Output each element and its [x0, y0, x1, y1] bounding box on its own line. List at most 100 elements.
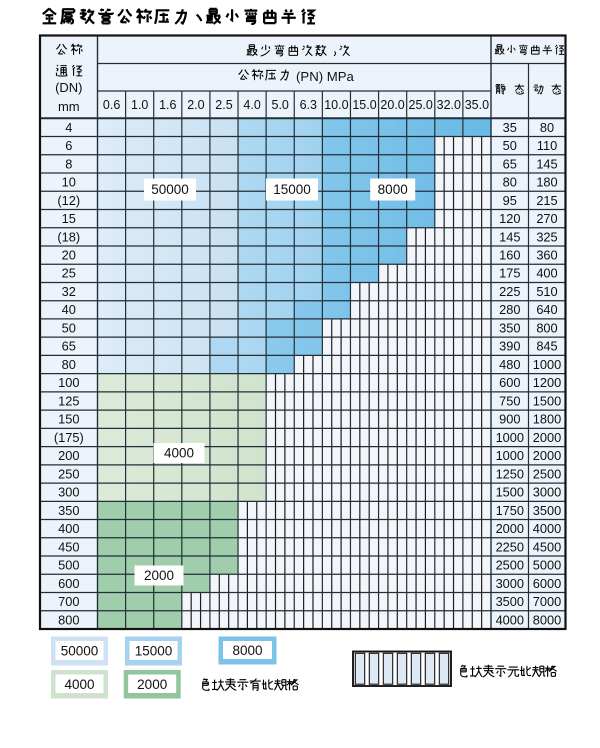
svg-text:250: 250 [58, 466, 79, 481]
svg-text:6000: 6000 [533, 576, 561, 591]
svg-text:400: 400 [58, 521, 79, 536]
svg-text:390: 390 [499, 339, 520, 354]
svg-text:150: 150 [58, 412, 79, 427]
svg-text:50000: 50000 [151, 182, 189, 197]
svg-text:120: 120 [499, 211, 520, 226]
svg-text:3500: 3500 [496, 594, 524, 609]
svg-text:1.0: 1.0 [131, 98, 148, 112]
svg-text:180: 180 [536, 175, 557, 190]
svg-text:110: 110 [537, 138, 557, 153]
svg-text:900: 900 [499, 412, 520, 427]
svg-text:225: 225 [499, 284, 520, 299]
svg-text:1000: 1000 [496, 448, 524, 463]
svg-text:10: 10 [62, 175, 76, 190]
svg-text:20.0: 20.0 [380, 98, 404, 112]
svg-text:(DN): (DN) [55, 80, 82, 95]
svg-text:1750: 1750 [496, 503, 524, 518]
svg-text:50: 50 [62, 321, 76, 336]
svg-text:215: 215 [536, 193, 557, 208]
svg-text:4000: 4000 [164, 446, 194, 461]
svg-text:15: 15 [62, 211, 76, 226]
svg-text:2500: 2500 [533, 466, 561, 481]
svg-text:15000: 15000 [135, 644, 173, 659]
svg-text:2000: 2000 [533, 430, 561, 445]
svg-text:325: 325 [536, 229, 557, 244]
svg-text:1.6: 1.6 [159, 98, 176, 112]
svg-text:600: 600 [58, 576, 79, 591]
svg-text:15.0: 15.0 [352, 98, 376, 112]
svg-text:100: 100 [58, 375, 79, 390]
svg-text:600: 600 [499, 375, 520, 390]
svg-text:1500: 1500 [533, 393, 561, 408]
svg-text:65: 65 [62, 339, 76, 354]
svg-text:32: 32 [62, 284, 76, 299]
svg-text:3000: 3000 [533, 485, 561, 500]
svg-text:4.0: 4.0 [243, 98, 260, 112]
svg-text:5000: 5000 [533, 558, 561, 573]
svg-text:0.6: 0.6 [103, 98, 120, 112]
svg-text:350: 350 [58, 503, 79, 518]
svg-text:(175): (175) [54, 430, 84, 445]
svg-text:4000: 4000 [64, 677, 94, 692]
svg-text:845: 845 [536, 339, 557, 354]
svg-text:2000: 2000 [496, 521, 524, 536]
svg-text:50: 50 [503, 138, 517, 153]
svg-text:2000: 2000 [533, 448, 561, 463]
svg-text:65: 65 [503, 156, 517, 171]
svg-text:35.0: 35.0 [465, 98, 489, 112]
svg-text:3000: 3000 [496, 576, 524, 591]
svg-text:500: 500 [58, 558, 79, 573]
svg-text:10.0: 10.0 [324, 98, 348, 112]
svg-text:(PN) MPa: (PN) MPa [296, 69, 355, 84]
svg-text:400: 400 [536, 266, 557, 281]
svg-text:5.0: 5.0 [272, 98, 289, 112]
svg-text:25: 25 [62, 266, 76, 281]
svg-text:700: 700 [58, 594, 79, 609]
svg-text:2000: 2000 [137, 677, 167, 692]
svg-text:8: 8 [65, 156, 72, 171]
svg-text:1250: 1250 [496, 466, 524, 481]
svg-text:800: 800 [536, 321, 557, 336]
svg-text:1500: 1500 [496, 485, 524, 500]
svg-text:4500: 4500 [533, 539, 561, 554]
svg-text:2000: 2000 [144, 568, 174, 583]
svg-text:125: 125 [58, 393, 79, 408]
svg-text:145: 145 [499, 229, 520, 244]
svg-text:50000: 50000 [61, 644, 99, 659]
svg-text:480: 480 [499, 357, 520, 372]
svg-text:2250: 2250 [496, 539, 524, 554]
svg-text:1000: 1000 [496, 430, 524, 445]
svg-text:280: 280 [499, 302, 520, 317]
svg-text:40: 40 [62, 302, 76, 317]
svg-text:80: 80 [540, 120, 554, 135]
svg-text:(12): (12) [57, 193, 80, 208]
svg-text:6.3: 6.3 [300, 98, 317, 112]
svg-text:750: 750 [499, 393, 520, 408]
svg-text:4: 4 [65, 120, 72, 135]
svg-text:350: 350 [499, 321, 520, 336]
svg-text:mm: mm [58, 99, 80, 114]
svg-text:145: 145 [536, 156, 557, 171]
svg-text:4000: 4000 [533, 521, 561, 536]
svg-text:8000: 8000 [378, 182, 408, 197]
svg-text:15000: 15000 [273, 182, 311, 197]
svg-text:270: 270 [536, 211, 557, 226]
svg-text:450: 450 [58, 539, 79, 554]
svg-text:2.5: 2.5 [215, 98, 232, 112]
svg-text:8000: 8000 [232, 643, 262, 658]
svg-text:25.0: 25.0 [409, 98, 433, 112]
svg-text:360: 360 [536, 248, 557, 263]
svg-text:640: 640 [536, 302, 557, 317]
svg-text:200: 200 [58, 448, 79, 463]
svg-text:35: 35 [503, 120, 517, 135]
svg-text:3500: 3500 [533, 503, 561, 518]
svg-text:1000: 1000 [533, 357, 561, 372]
svg-text:1800: 1800 [533, 412, 561, 427]
svg-text:300: 300 [58, 485, 79, 500]
svg-text:175: 175 [499, 266, 520, 281]
svg-text:80: 80 [503, 175, 517, 190]
svg-text:6: 6 [65, 138, 72, 153]
svg-text:160: 160 [499, 248, 520, 263]
svg-text:2.0: 2.0 [187, 98, 204, 112]
svg-text:7000: 7000 [533, 594, 561, 609]
